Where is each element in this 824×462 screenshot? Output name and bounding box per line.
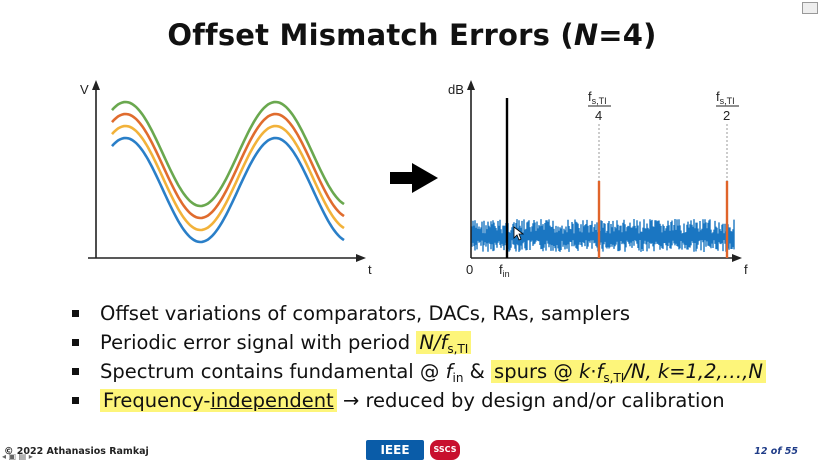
bullet-4-rest: → reduced by design and/or calibration	[336, 389, 725, 412]
bullet-4-highlight: Frequency-independent	[100, 389, 337, 412]
bullet-list: Offset variations of comparators, DACs, …	[70, 299, 810, 415]
bullet-2-f: f	[440, 331, 448, 354]
bullet-2-sub: s,TI	[447, 342, 469, 356]
bullet-item: Offset variations of comparators, DACs, …	[70, 299, 810, 328]
time-x-label: t	[368, 262, 372, 277]
frac2-num-sub: s,TI	[720, 96, 735, 106]
frac1-numerator: fs,TI	[588, 89, 607, 106]
frac1-num-sub: s,TI	[592, 96, 607, 106]
ieee-logo: IEEE	[366, 440, 424, 460]
bullet-marker	[72, 368, 79, 375]
bullet-marker	[72, 397, 79, 404]
fin-label: fin	[499, 262, 510, 279]
spec-y-arrow	[467, 80, 475, 90]
transform-arrow-shaft	[390, 172, 414, 184]
fin-label-f: f	[499, 262, 503, 277]
bullet-2-N: N/	[419, 331, 441, 354]
frac2-num-f: f	[716, 89, 720, 104]
bullet-marker	[72, 310, 79, 317]
bullet-2-highlight: N/fs,TI	[416, 331, 472, 356]
frac1-denominator: 4	[595, 108, 602, 123]
title-variable: N	[573, 18, 599, 52]
time-x-arrow	[356, 254, 366, 262]
bullet-3-fs: f	[596, 360, 604, 383]
bullet-3-text: Spectrum contains fundamental @	[100, 360, 446, 383]
page-indicator: 12 of 55	[754, 446, 798, 457]
spec-x-arrow	[732, 254, 742, 262]
bullet-3-highlight: spurs @ k·fs,TI/N, k=1,2,…,N	[491, 360, 767, 385]
footer-author: © 2022 Athanasios Ramkaj	[4, 446, 149, 457]
bullet-item: Spectrum contains fundamental @ fin & sp…	[70, 357, 810, 386]
spec-origin-label: 0	[466, 262, 473, 277]
bullet-2-text: Periodic error signal with period	[100, 331, 417, 354]
sscs-logo: SSCS	[430, 440, 460, 460]
spec-y-label: dB	[448, 82, 464, 97]
bullet-3-f: f	[445, 360, 453, 383]
sine-wave-2	[111, 112, 345, 220]
bullet-3-spurs: spurs @	[494, 360, 580, 383]
bullet-3-dot: ·	[590, 360, 597, 383]
bullet-4-independent: independent	[210, 389, 334, 412]
sine-wave-4	[111, 136, 345, 244]
window-corner-control[interactable]	[802, 2, 818, 14]
bullet-4-freq: Frequency-	[103, 389, 211, 412]
bullet-3-k: k	[579, 360, 591, 383]
spec-x-label: f	[744, 262, 748, 277]
mouse-cursor-icon	[513, 226, 525, 241]
bullet-3-fs-sub: s,TI	[603, 371, 625, 385]
bullet-marker	[72, 339, 79, 346]
time-y-arrow	[92, 80, 100, 90]
title-prefix: Offset Mismatch Errors (	[167, 18, 574, 52]
frac2-numerator: fs,TI	[716, 89, 735, 106]
time-waveforms	[111, 100, 345, 244]
noise-floor-trace	[471, 219, 735, 252]
frac1-num-f: f	[588, 89, 592, 104]
bullet-item: Frequency-independent → reduced by desig…	[70, 386, 810, 415]
bullet-item: Periodic error signal with period N/fs,T…	[70, 328, 810, 357]
bullet-3-fsub: in	[452, 371, 464, 385]
bullet-3-rest: /N, k=1,2,…,N	[624, 360, 764, 383]
bullet-3-amp: &	[463, 360, 492, 383]
sine-wave-1	[111, 100, 345, 208]
slide-title: Offset Mismatch Errors (N=4)	[0, 18, 824, 52]
frac2-denominator: 2	[723, 108, 730, 123]
title-suffix: =4)	[598, 18, 657, 52]
time-y-label: V	[80, 82, 89, 97]
bullet-1-text: Offset variations of comparators, DACs, …	[100, 302, 631, 325]
slide-nav-controls[interactable]: ◂ ▣ ▤ ▸	[2, 452, 33, 461]
noise-floor	[471, 219, 735, 252]
sine-wave-3	[111, 124, 345, 232]
fin-label-sub: in	[503, 269, 510, 279]
transform-arrow-head	[412, 163, 438, 193]
